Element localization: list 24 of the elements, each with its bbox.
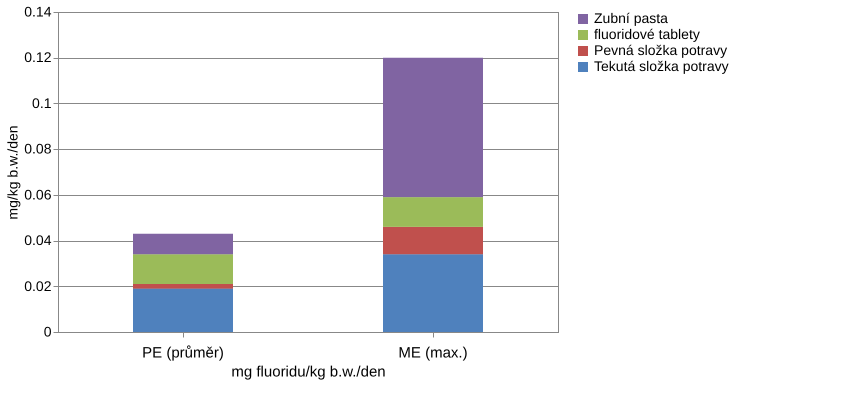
- bar: [383, 197, 483, 227]
- bar: [133, 288, 233, 332]
- legend-label: Pevná složka potravy: [594, 42, 728, 58]
- legend-label: Zubní pasta: [594, 10, 668, 26]
- y-tick-label: 0.12: [24, 49, 52, 66]
- bar: [383, 226, 483, 254]
- legend-label: fluoridové tablety: [594, 26, 700, 42]
- bar: [133, 234, 233, 254]
- y-axis-title: mg/kg b.w./den: [4, 125, 20, 220]
- y-tick-label: 0.1: [32, 94, 52, 111]
- legend-label: Tekutá složka potravy: [594, 58, 729, 74]
- bar: [383, 58, 483, 198]
- x-tick-label: ME (max.): [398, 344, 468, 362]
- y-tick-label: 0: [44, 324, 52, 340]
- y-tick-label: 0.08: [24, 140, 52, 157]
- y-tick-label: 0.06: [24, 186, 52, 202]
- y-tick-label: 0.02: [24, 278, 52, 294]
- y-tick-label: 0.04: [24, 232, 52, 248]
- x-tick-label: PE (průměr): [142, 344, 224, 362]
- bar: [133, 284, 233, 289]
- y-tick-label: 0.14: [24, 4, 52, 20]
- bar: [383, 254, 483, 332]
- bar: [133, 254, 233, 284]
- x-axis-title: mg fluoridu/kg b.w./den: [231, 364, 386, 380]
